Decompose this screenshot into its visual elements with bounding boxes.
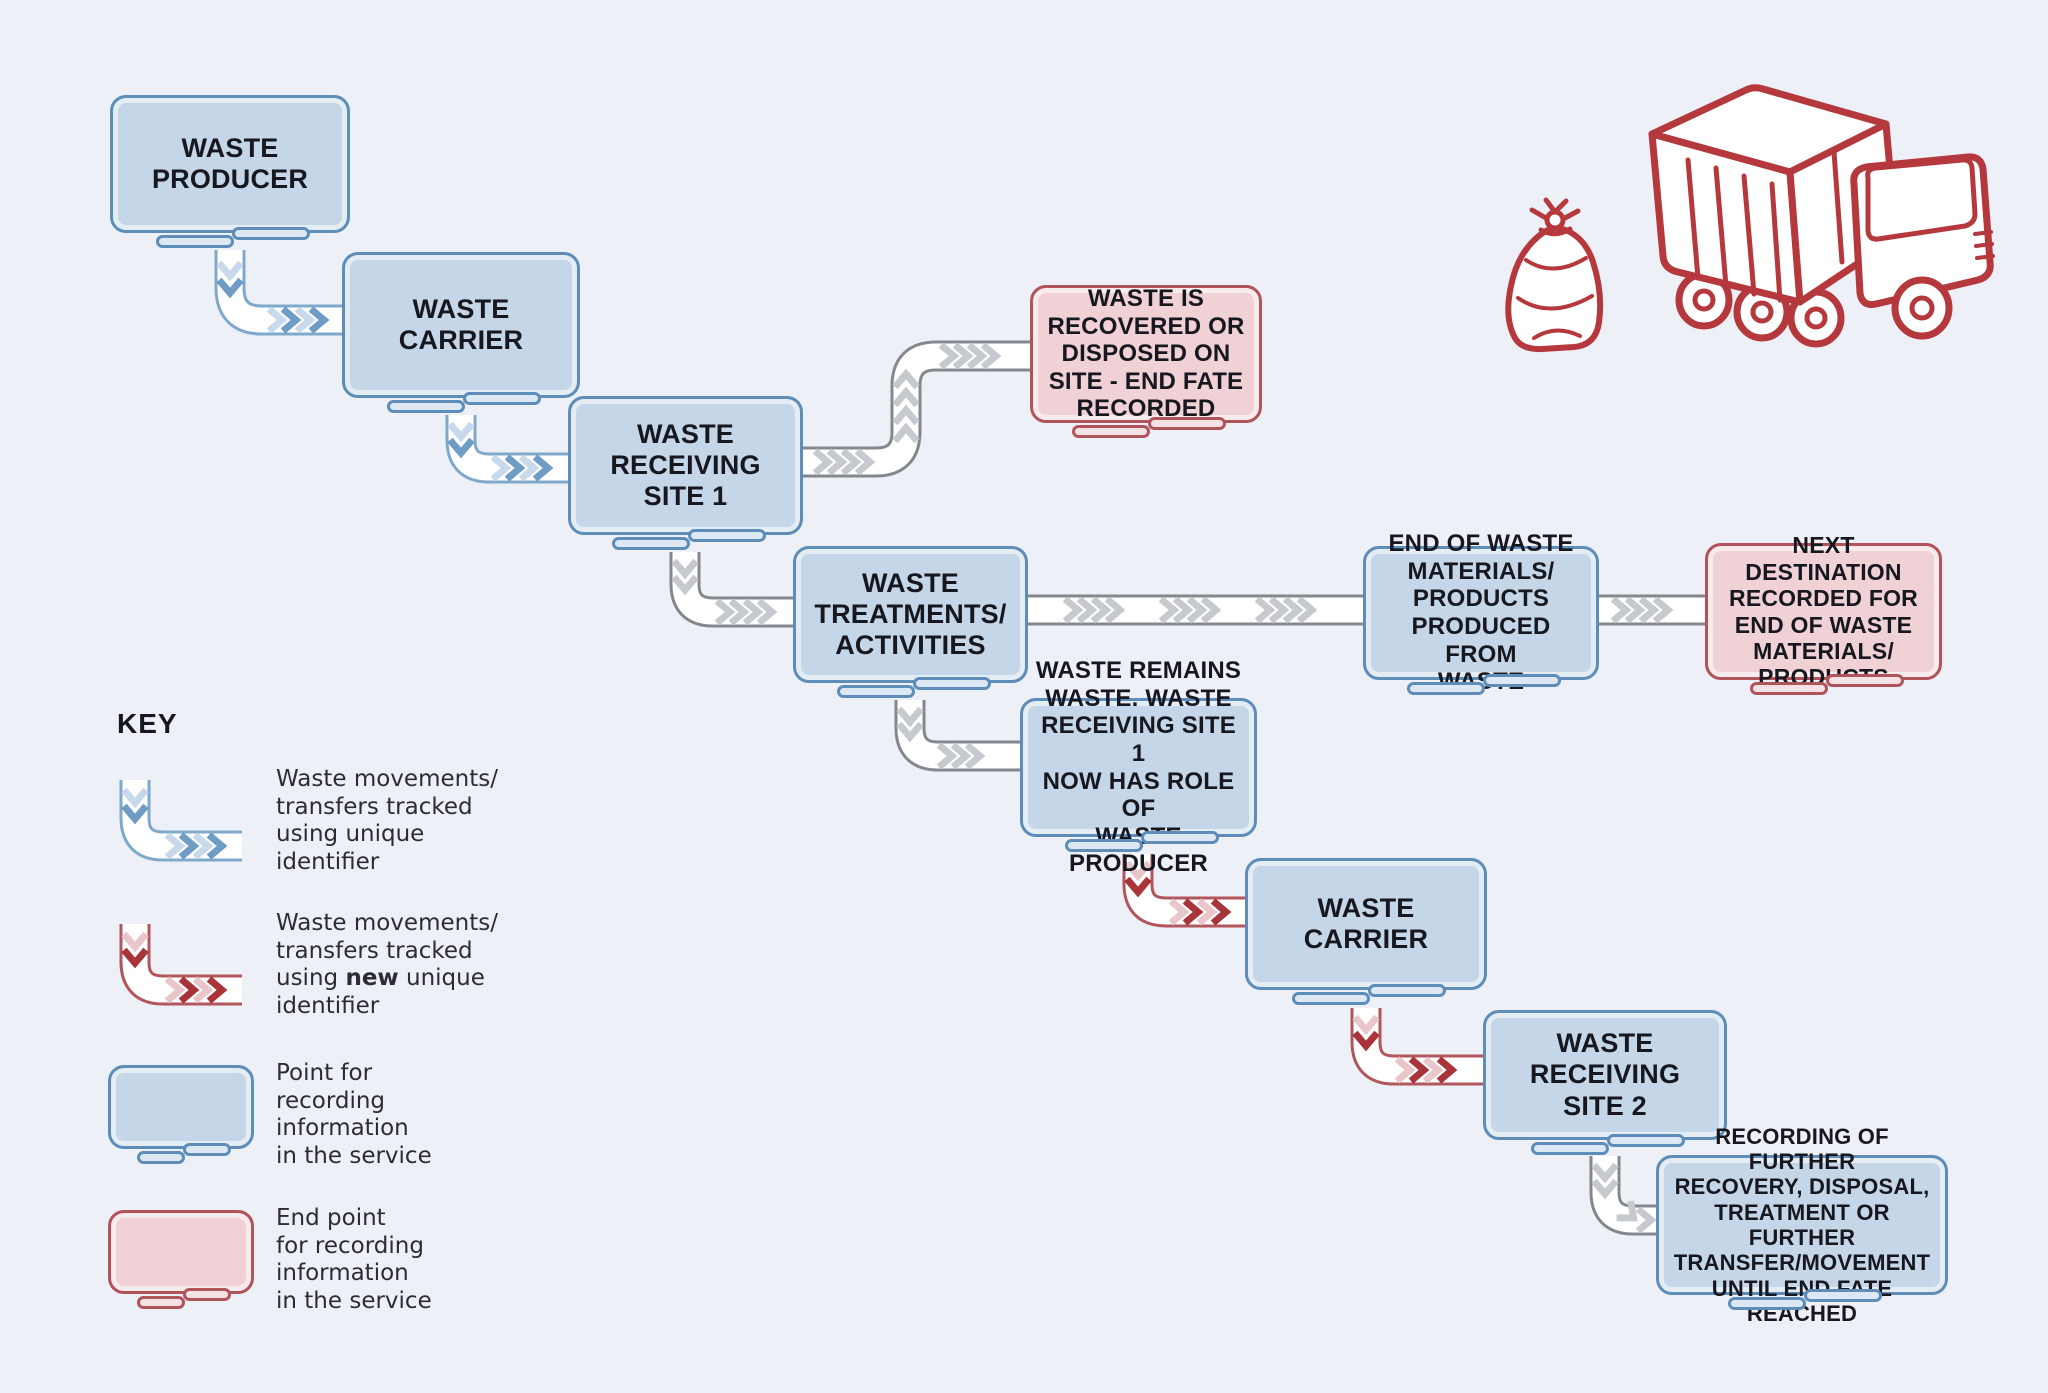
node-waste-recovered-on-site-label: WASTE IS RECOVERED OR DISPOSED ON SITE -…	[1047, 285, 1245, 423]
connector-site1-to-recovered	[803, 340, 1030, 478]
connector-remains-to-carrier2	[1122, 854, 1245, 928]
connector-endofwaste-to-nextdestination	[1599, 594, 1705, 626]
node-waste-treatments: WASTE TREATMENTS/ ACTIVITIES	[793, 546, 1028, 698]
key-icon-end-point	[108, 1210, 254, 1309]
node-waste-producer: WASTE PRODUCER	[110, 95, 350, 248]
node-waste-producer-label: WASTE PRODUCER	[151, 132, 309, 194]
node-waste-receiving-site-2: WASTE RECEIVING SITE 2	[1483, 1010, 1727, 1155]
node-waste-receiving-site-1: WASTE RECEIVING SITE 1	[568, 396, 803, 550]
connector-site2-to-recording	[1589, 1156, 1657, 1236]
node-end-of-waste-materials: END OF WASTE MATERIALS/ PRODUCTS PRODUCE…	[1363, 530, 1599, 695]
node-waste-receiving-site-2-label: WASTE RECEIVING SITE 2	[1529, 1028, 1681, 1121]
key-pipe-blue-icon	[119, 780, 242, 862]
node-end-of-waste-materials-label: END OF WASTE MATERIALS/ PRODUCTS PRODUCE…	[1388, 530, 1574, 696]
connector-producer-to-carrier1	[214, 250, 342, 336]
connector-carrier2-to-site2	[1350, 1008, 1483, 1086]
node-waste-carrier-2-label: WASTE CARRIER	[1303, 892, 1429, 954]
node-waste-receiving-site-1-label: WASTE RECEIVING SITE 1	[610, 418, 761, 512]
key-title: KEY	[117, 708, 178, 739]
waste-bag-icon	[1505, 197, 1604, 353]
node-recording-further: RECORDING OF FURTHER RECOVERY, DISPOSAL,…	[1656, 1124, 1948, 1326]
key-icon-recording-point	[108, 1065, 254, 1164]
node-waste-carrier-2: WASTE CARRIER	[1245, 858, 1487, 1005]
node-next-destination: NEXT DESTINATION RECORDED FOR END OF WAS…	[1705, 532, 1942, 695]
garbage-truck-icon	[1648, 84, 1995, 348]
node-waste-remains-waste-label: WASTE REMAINS WASTE. WASTE RECEIVING SIT…	[1035, 657, 1242, 878]
key-item-red-pipe-label-post: unique identifier	[276, 965, 485, 1019]
node-waste-remains-waste: WASTE REMAINS WASTE. WASTE RECEIVING SIT…	[1020, 657, 1257, 877]
connector-site1-to-treatments	[669, 552, 793, 628]
key-pipe-red-icon	[119, 924, 242, 1006]
node-recording-further-label: RECORDING OF FURTHER RECOVERY, DISPOSAL,…	[1673, 1123, 1931, 1326]
node-next-destination-label: NEXT DESTINATION RECORDED FOR END OF WAS…	[1729, 532, 1918, 691]
node-waste-carrier-1-label: WASTE CARRIER	[398, 293, 524, 355]
node-waste-recovered-on-site: WASTE IS RECOVERED OR DISPOSED ON SITE -…	[1030, 285, 1262, 438]
connector-treatments-to-endofwaste	[1028, 594, 1363, 626]
node-waste-carrier-1: WASTE CARRIER	[342, 252, 580, 413]
key-item-red-pipe-label-pre: Waste movements/ transfers tracked using	[276, 910, 498, 992]
key-item-recording-point-label: Point for recording information in the s…	[276, 1060, 432, 1169]
key-item-blue-pipe-label: Waste movements/ transfers tracked using…	[276, 766, 498, 875]
key-item-end-point-label: End point for recording information in t…	[276, 1205, 432, 1314]
connector-treatments-to-remains	[894, 700, 1020, 772]
key-item-red-pipe-label: Waste movements/ transfers tracked using…	[276, 910, 596, 1020]
connector-carrier1-to-site1	[445, 415, 568, 484]
key-item-red-pipe-label-bold: new	[345, 965, 399, 992]
node-waste-treatments-label: WASTE TREATMENTS/ ACTIVITIES	[814, 567, 1007, 661]
